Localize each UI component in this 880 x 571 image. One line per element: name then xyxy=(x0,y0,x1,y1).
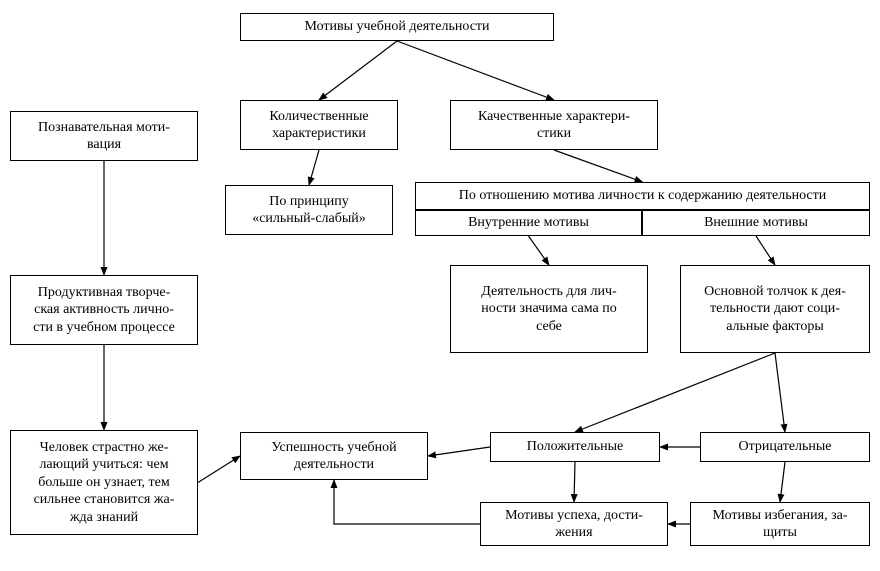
edge-qualitative-relation xyxy=(554,150,643,182)
node-success: Успешность учебной деятельности xyxy=(240,432,428,480)
node-activity_self: Деятельность для лич- ности значима сама… xyxy=(450,265,648,353)
node-external: Внешние мотивы xyxy=(642,210,870,236)
node-passionate: Человек страстно же- лающий учиться: чем… xyxy=(10,430,198,535)
node-success_motives: Мотивы успеха, дости- жения xyxy=(480,502,668,546)
edge-passionate-success xyxy=(198,456,240,483)
node-internal: Внутренние мотивы xyxy=(415,210,642,236)
edge-social_factors-negative xyxy=(775,353,785,432)
node-social_factors: Основной толчок к дея- тельности дают со… xyxy=(680,265,870,353)
edge-social_factors-positive xyxy=(575,353,775,432)
node-negative: Отрицательные xyxy=(700,432,870,462)
node-positive: Положительные xyxy=(490,432,660,462)
edge-positive-success_motives xyxy=(574,462,575,502)
edge-quantitative-strong_weak xyxy=(309,150,319,185)
edge-root-qualitative xyxy=(397,41,554,100)
node-avoidance: Мотивы избегания, за- щиты xyxy=(690,502,870,546)
edge-external-social_factors xyxy=(756,236,775,265)
node-relation: По отношению мотива личности к содержани… xyxy=(415,182,870,210)
node-cognitive: Познавательная моти- вация xyxy=(10,111,198,161)
node-productive: Продуктивная творче- ская активность лич… xyxy=(10,275,198,345)
node-qualitative: Качественные характери- стики xyxy=(450,100,658,150)
node-quantitative: Количественные характеристики xyxy=(240,100,398,150)
edge-root-quantitative xyxy=(319,41,397,100)
node-root: Мотивы учебной деятельности xyxy=(240,13,554,41)
node-strong_weak: По принципу «сильный-слабый» xyxy=(225,185,393,235)
edge-success_motives-success xyxy=(334,480,480,524)
edge-internal-activity_self xyxy=(529,236,550,265)
edge-positive-success xyxy=(428,447,490,456)
edge-negative-avoidance xyxy=(780,462,785,502)
